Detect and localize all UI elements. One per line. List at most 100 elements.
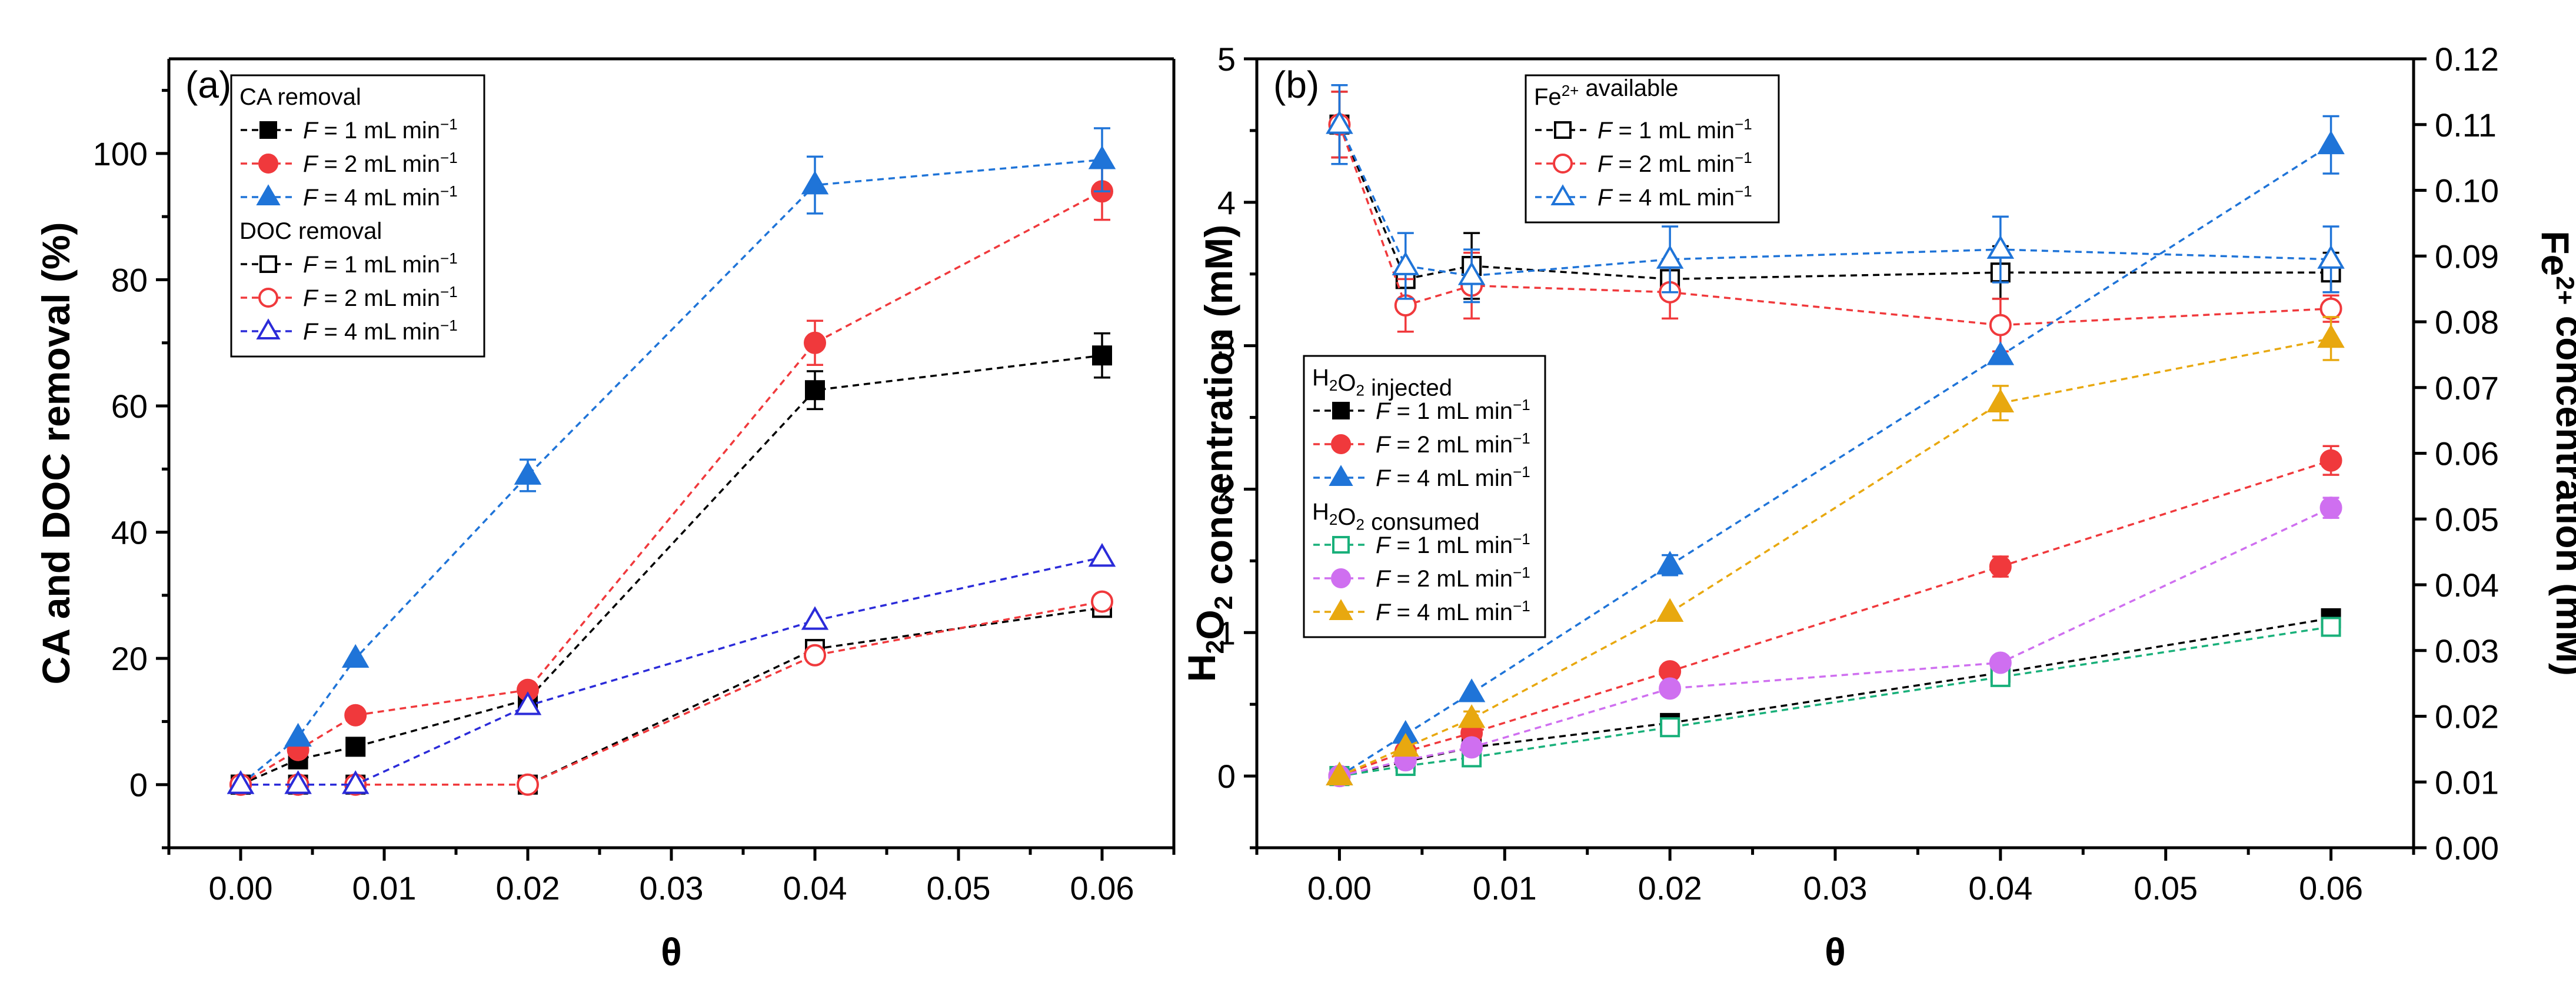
circle-marker [1989, 651, 2012, 674]
x-tick-label: 0.01 [1473, 870, 1537, 907]
y-axis-title: H2O2 concentration (mM) [1180, 225, 1240, 682]
legend-entry-label: F = 1 mL min−1 [1376, 530, 1530, 558]
y-tick-label: 4 [1217, 184, 1236, 221]
circle-marker [804, 644, 826, 667]
triangle-marker [341, 770, 370, 794]
legend-entry-label: F = 2 mL min−1 [1376, 429, 1530, 458]
legend-entry-label: F = 4 mL min−1 [303, 182, 458, 211]
circle-marker [517, 773, 539, 796]
y-axis-title: CA and DOC removal (%) [34, 222, 78, 684]
x-tick-label: 0.05 [2134, 870, 2198, 907]
panel-label: (b) [1273, 64, 1319, 106]
y-tick-label: 100 [93, 135, 148, 172]
triangle-marker [284, 770, 312, 794]
triangle-marker [1392, 251, 1420, 275]
triangle-marker [1457, 678, 1486, 702]
series-line [1339, 144, 2332, 777]
series-line [240, 190, 1103, 786]
triangle-marker [2317, 324, 2345, 348]
triangle-marker [284, 722, 312, 747]
legend-group-header: H2O2 injected [1312, 365, 1452, 401]
legend-entry-label: F = 1 mL min−1 [303, 249, 458, 278]
legend-entry-label: F = 2 mL min−1 [1376, 564, 1530, 592]
legend-entry-label: F = 1 mL min−1 [1597, 115, 1752, 144]
x-tick-label: 0.01 [352, 870, 417, 907]
y2-tick-label: 0.00 [2435, 830, 2499, 867]
circle-marker [1989, 314, 2012, 337]
square-marker [1660, 717, 1680, 738]
legend-group-header: DOC removal [239, 218, 382, 244]
triangle-marker [1550, 184, 1575, 206]
legend-group-header: Fe2+ available [1534, 75, 1678, 110]
triangle-marker [256, 184, 281, 206]
legend-entry-label: F = 4 mL min−1 [1376, 463, 1530, 491]
x-tick-label: 0.00 [1307, 870, 1372, 907]
circle-marker [1331, 434, 1351, 454]
triangle-marker [1656, 551, 1684, 575]
y2-tick-label: 0.08 [2435, 304, 2499, 341]
square-marker [1332, 402, 1350, 419]
square-marker [259, 255, 277, 273]
triangle-marker [1986, 388, 2015, 413]
circle-marker [2319, 297, 2342, 320]
legend-group-header: H2O2 consumed [1312, 499, 1480, 535]
y2-tick-label: 0.04 [2435, 567, 2499, 604]
x-tick-label: 0.04 [1968, 870, 2032, 907]
y-tick-label: 5 [1217, 41, 1236, 78]
y2-tick-label: 0.12 [2435, 41, 2499, 78]
x-tick-label: 0.04 [783, 870, 847, 907]
legend-entry-label: F = 4 mL min−1 [1376, 597, 1530, 625]
triangle-marker [341, 644, 370, 668]
square-marker [805, 380, 825, 401]
triangle-marker [1088, 145, 1116, 169]
y2-tick-label: 0.07 [2435, 369, 2499, 407]
series-line [1339, 507, 2332, 777]
y-tick-label: 0 [1217, 758, 1236, 795]
triangle-marker [1656, 598, 1684, 622]
triangle-marker [1088, 543, 1116, 567]
legend-group-header: CA removal [239, 84, 361, 110]
x-tick-label: 0.03 [1803, 870, 1868, 907]
legend-entry-label: F = 2 mL min−1 [303, 149, 458, 177]
x-tick-label: 0.03 [640, 870, 704, 907]
legend-entry-label: F = 2 mL min−1 [303, 283, 458, 311]
circle-marker [1460, 736, 1483, 759]
y-tick-label: 60 [111, 388, 148, 425]
triangle-marker [1457, 261, 1486, 285]
triangle-marker [1656, 245, 1684, 269]
circle-marker [1091, 590, 1113, 613]
circle-marker [1331, 568, 1351, 588]
series-8 [1326, 316, 2345, 785]
triangle-marker [1986, 235, 2015, 259]
y-tick-label: 40 [111, 514, 148, 551]
x-axis-title: θ [661, 930, 682, 974]
square-marker [1332, 536, 1350, 554]
x-tick-label: 0.06 [1070, 870, 1134, 907]
y2-tick-label: 0.01 [2435, 764, 2499, 801]
triangle-marker [801, 606, 829, 630]
triangle-marker [2317, 245, 2345, 269]
circle-marker [1989, 555, 2012, 578]
x-tick-label: 0.06 [2299, 870, 2363, 907]
x-tick-label: 0.02 [1638, 870, 1702, 907]
triangle-marker [1986, 341, 2015, 365]
series-line [1339, 617, 2331, 777]
x-axis-title: θ [1825, 930, 1846, 974]
y2-tick-label: 0.06 [2435, 435, 2499, 472]
triangle-marker [1326, 761, 1353, 785]
triangle-marker [1326, 110, 1353, 134]
triangle-marker [2317, 130, 2345, 155]
circle-marker [344, 704, 367, 727]
y2-tick-label: 0.03 [2435, 632, 2499, 669]
series-line [241, 556, 1103, 786]
legend-entry-label: F = 1 mL min−1 [1376, 396, 1530, 424]
series-line [1338, 124, 2331, 281]
y-tick-label: 1 [1217, 614, 1236, 651]
y2-tick-label: 0.11 [2435, 106, 2497, 144]
y2-tick-label: 0.02 [2435, 698, 2499, 735]
y-tick-label: 3 [1217, 328, 1236, 365]
square-marker [1092, 345, 1112, 366]
